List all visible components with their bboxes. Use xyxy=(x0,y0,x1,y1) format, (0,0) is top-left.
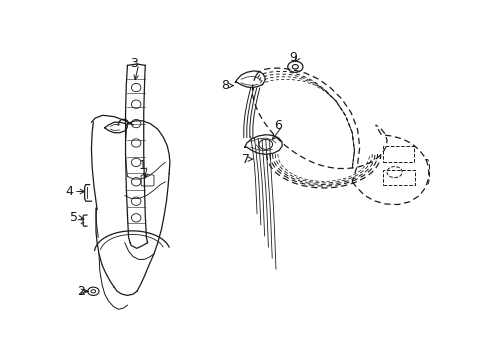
Text: 4: 4 xyxy=(65,185,73,198)
Text: 8: 8 xyxy=(221,79,228,92)
Text: 5: 5 xyxy=(70,211,78,224)
Text: 6: 6 xyxy=(273,119,281,132)
Text: 1: 1 xyxy=(139,159,146,172)
Bar xyxy=(383,170,415,185)
Text: 7: 7 xyxy=(241,153,249,166)
Text: 3: 3 xyxy=(130,58,138,71)
Text: 9: 9 xyxy=(288,51,296,64)
Text: 2: 2 xyxy=(77,285,84,298)
